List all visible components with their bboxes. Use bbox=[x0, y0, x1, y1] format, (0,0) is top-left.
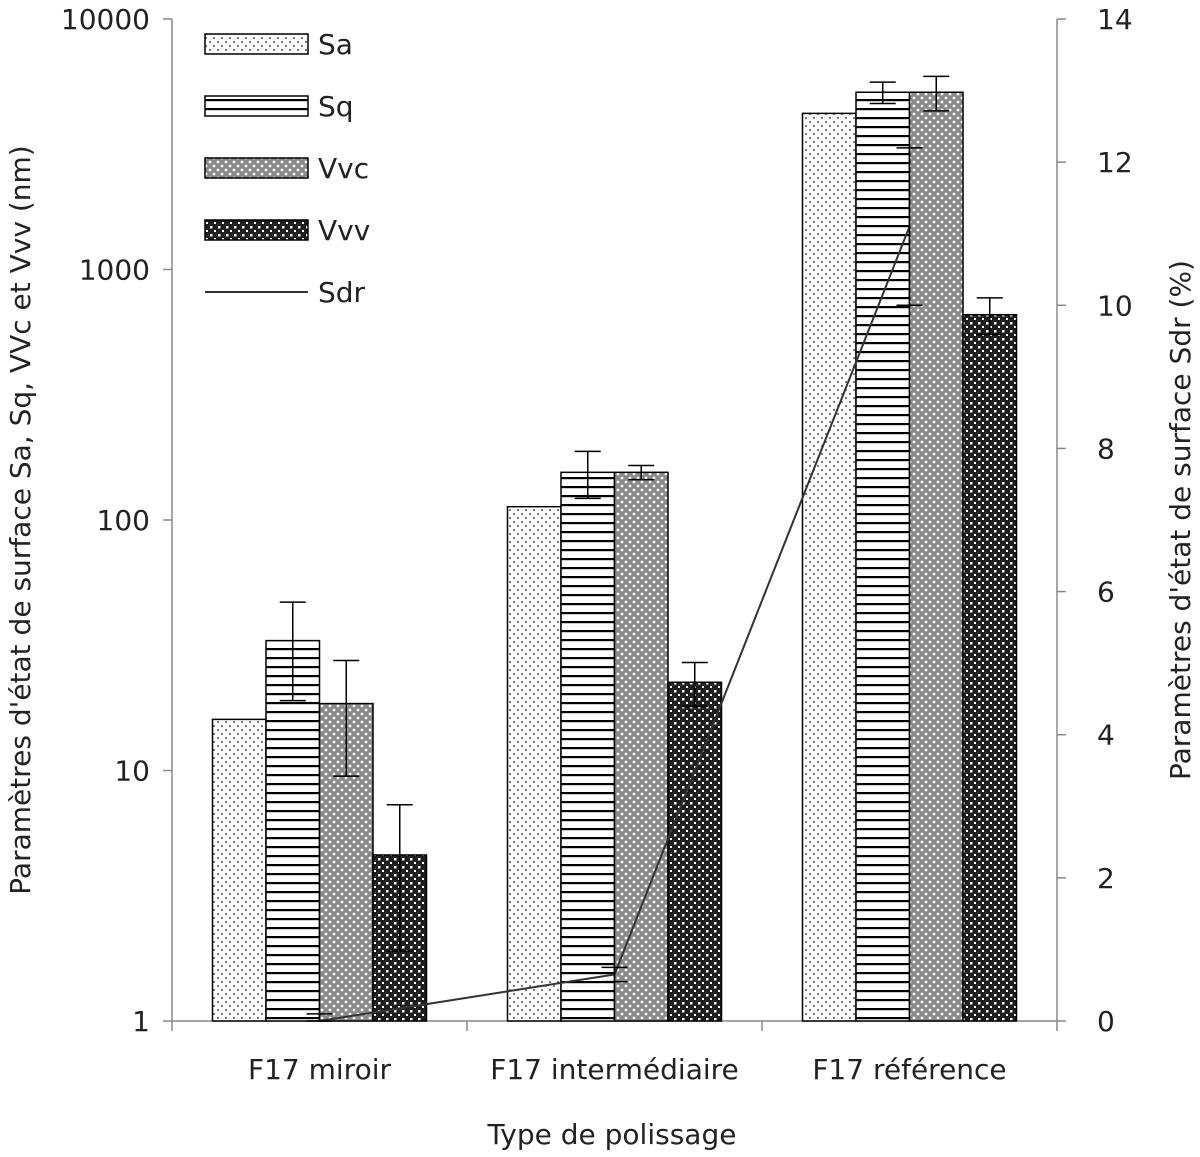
legend-swatch-sa bbox=[204, 33, 309, 55]
y2-tick-label: 2 bbox=[1097, 862, 1115, 895]
legend-label-sdr: Sdr bbox=[318, 276, 366, 309]
legend-label-vvc: Vvc bbox=[318, 152, 369, 185]
y2-tick-label: 4 bbox=[1097, 719, 1115, 752]
y2-axis-title: Paramètres d'état de surface Sdr (%) bbox=[1164, 260, 1197, 780]
y-tick-label: 10000 bbox=[61, 3, 150, 36]
x-axis-title: Type de polissage bbox=[487, 1118, 737, 1151]
legend-label-vvv: Vvv bbox=[318, 214, 370, 247]
legend-swatch-vvc bbox=[204, 157, 309, 179]
legend-swatch-sq bbox=[204, 95, 309, 117]
y-tick-label: 10 bbox=[114, 755, 150, 788]
bars bbox=[211, 91, 1018, 1022]
bar-sa bbox=[506, 505, 562, 1022]
bar-sq bbox=[265, 639, 321, 1022]
bar-vvv bbox=[667, 681, 723, 1022]
y-tick-label: 1000 bbox=[79, 254, 150, 287]
bar-sa bbox=[801, 112, 857, 1022]
x-tick-label: F17 miroir bbox=[248, 1053, 391, 1086]
y-axis-title: Paramètres d'état de surface Sa, Sq, VVc… bbox=[4, 145, 37, 894]
bar-sa bbox=[211, 718, 267, 1022]
legend: Sa Sq Vvc Vvv Sdr bbox=[204, 28, 370, 309]
error-bars bbox=[279, 75, 1003, 952]
bar-vvc bbox=[613, 471, 669, 1022]
legend-label-sq: Sq bbox=[318, 90, 354, 123]
tick-labels: 1 10 100 1000 10000 0 2 4 6 8 10 12 14 F17 miroir F17 … bbox=[61, 3, 1133, 1086]
bar-sq bbox=[560, 471, 616, 1022]
y2-tick-label: 10 bbox=[1097, 289, 1133, 322]
bar-vvc bbox=[908, 91, 964, 1022]
y2-tick-label: 12 bbox=[1097, 146, 1133, 179]
y-tick-label: 1 bbox=[132, 1005, 150, 1038]
y2-tick-label: 14 bbox=[1097, 3, 1133, 36]
bar-vvv bbox=[962, 313, 1018, 1022]
legend-swatch-vvv bbox=[204, 219, 309, 241]
x-tick-label: F17 référence bbox=[812, 1053, 1006, 1086]
sdr-line bbox=[306, 147, 923, 1022]
bar-sq bbox=[855, 91, 911, 1022]
y-tick-label: 100 bbox=[97, 504, 150, 537]
x-tick-label: F17 intermédiaire bbox=[490, 1053, 739, 1086]
legend-label-sa: Sa bbox=[318, 28, 353, 61]
y2-tick-label: 6 bbox=[1097, 576, 1115, 609]
y2-tick-label: 8 bbox=[1097, 432, 1115, 465]
y2-tick-label: 0 bbox=[1097, 1005, 1115, 1038]
